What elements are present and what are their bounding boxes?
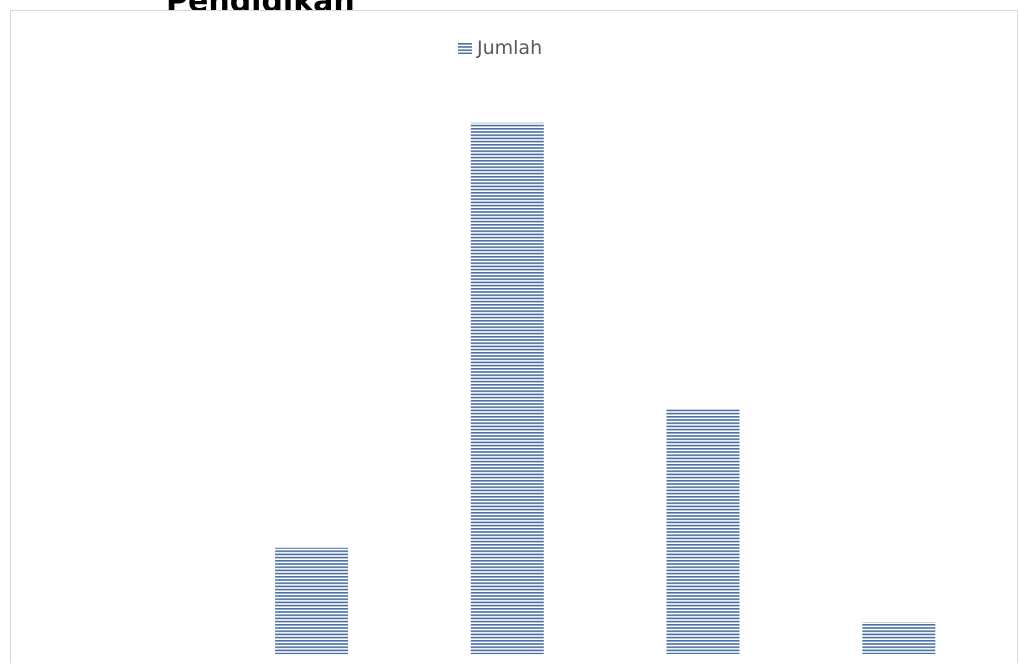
- bar-2: [470, 122, 544, 655]
- legend: Jumlah: [458, 34, 542, 62]
- bar-4: [862, 622, 936, 654]
- bar-3: [666, 409, 740, 654]
- legend-label: Jumlah: [477, 37, 543, 59]
- legend-swatch-icon: [458, 42, 472, 54]
- bar-1: [275, 547, 349, 655]
